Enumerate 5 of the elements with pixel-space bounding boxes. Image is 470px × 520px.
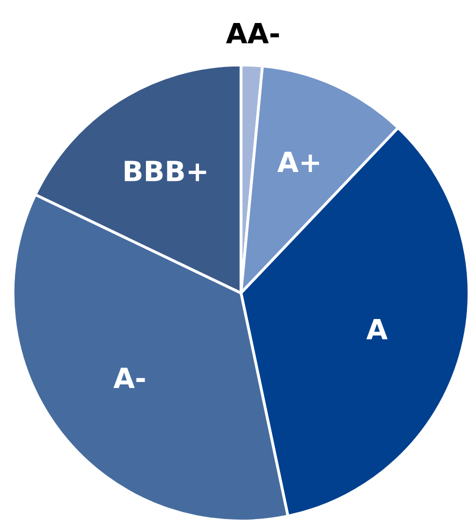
slice-label: A+: [277, 152, 320, 172]
slice-label: BBB+: [124, 160, 206, 182]
slice-label: AA-: [226, 23, 279, 44]
slice-label: A: [366, 319, 388, 340]
slice-label: A-: [113, 368, 145, 388]
